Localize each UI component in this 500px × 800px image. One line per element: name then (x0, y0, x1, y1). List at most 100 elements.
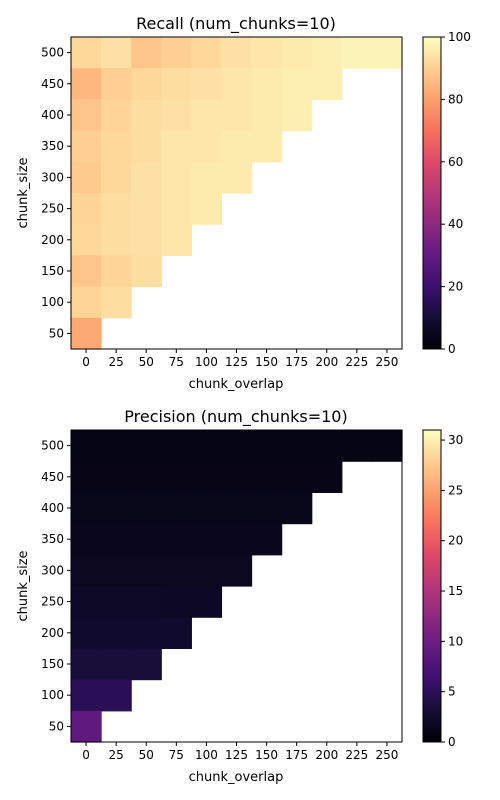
heatmap-cell (161, 617, 192, 649)
heatmap-cell (191, 37, 222, 69)
x-tick-label: 225 (345, 355, 368, 369)
y-axis-ticks: 500 450 400 350 300 250 200 150 100 50 (41, 439, 71, 734)
heatmap-cell (191, 430, 222, 462)
heatmap-cell (191, 162, 222, 194)
heatmap-cell (131, 99, 162, 131)
heatmap-cell (372, 37, 403, 69)
heatmap-cell (221, 430, 252, 462)
heatmap-cell (101, 430, 132, 462)
heatmap-cell (221, 555, 252, 587)
heatmap-cell (131, 555, 162, 587)
heatmap-cell (282, 68, 313, 100)
heatmap-cell (221, 524, 252, 556)
heatmap-cell (372, 430, 403, 462)
heatmap-cell (131, 492, 162, 524)
heatmap-cell (131, 617, 162, 649)
heatmap-cell (191, 193, 222, 225)
y-axis-label: chunk_size (16, 157, 31, 228)
heatmap-cell (161, 224, 192, 256)
heatmap-cell (191, 461, 222, 493)
heatmap-cell (221, 37, 252, 69)
colorbar-tick-label: 100 (448, 30, 471, 44)
heatmap-cell (282, 37, 313, 69)
heatmap-cell (191, 68, 222, 100)
heatmap-cell (71, 461, 102, 493)
heatmap-cell (101, 193, 132, 225)
y-tick-label: 350 (41, 139, 64, 153)
x-tick-label: 25 (108, 748, 123, 762)
colorbar-tick-label: 80 (448, 92, 463, 106)
y-tick-label: 250 (41, 202, 64, 216)
heatmap-cell (131, 193, 162, 225)
colorbar: 0 5 10 15 20 25 30 (423, 430, 463, 749)
heatmap-cell (191, 131, 222, 163)
heatmap-cell (71, 617, 102, 649)
colorbar-tick-label: 10 (448, 634, 463, 648)
heatmap-cell (101, 224, 132, 256)
x-tick-label: 75 (169, 748, 184, 762)
heatmap-cell (191, 586, 222, 618)
heatmap-cell (282, 461, 313, 493)
y-tick-label: 50 (49, 326, 64, 340)
heatmap-cell (101, 68, 132, 100)
heatmap-cell (71, 68, 102, 100)
heatmap-cell (71, 162, 102, 194)
y-tick-label: 50 (49, 719, 64, 733)
y-tick-label: 100 (41, 295, 64, 309)
y-tick-label: 400 (41, 108, 64, 122)
heatmap-cell (252, 131, 283, 163)
precision-chart: Precision (num_chunks=10) 0 25 50 75 100 125 1… (16, 407, 463, 785)
heatmap-cell (161, 68, 192, 100)
y-tick-label: 400 (41, 501, 64, 515)
x-tick-label: 25 (108, 355, 123, 369)
x-tick-label: 175 (285, 355, 308, 369)
heatmap-cell (71, 555, 102, 587)
y-tick-label: 200 (41, 626, 64, 640)
heatmap-cell (161, 131, 192, 163)
heatmap-cell (71, 680, 102, 712)
heatmap-cell (131, 648, 162, 680)
heatmap-cell (71, 711, 102, 743)
heatmap-cell (282, 99, 313, 131)
recall-chart: Recall (num_chunks=10) 0 25 50 75 100 125 150 1… (16, 14, 471, 392)
heatmap-cell (101, 461, 132, 493)
heatmap-cell (161, 586, 192, 618)
x-tick-label: 50 (139, 355, 154, 369)
heatmap-cell (71, 492, 102, 524)
heatmap-cell (161, 461, 192, 493)
y-tick-label: 150 (41, 264, 64, 278)
heatmap-cell (252, 430, 283, 462)
heatmap-cell (342, 37, 373, 69)
heatmap-cell (71, 131, 102, 163)
heatmap-cell (131, 430, 162, 462)
heatmap-cell (71, 287, 102, 319)
heatmap-cell (131, 255, 162, 287)
heatmap-cell (71, 255, 102, 287)
x-axis-ticks: 0 25 50 75 100 125 150 175 200 225 250 (82, 349, 398, 369)
x-tick-label: 0 (82, 355, 90, 369)
y-tick-label: 300 (41, 170, 64, 184)
heatmap-cell (161, 492, 192, 524)
colorbar-gradient (423, 430, 441, 742)
chart-title: Precision (num_chunks=10) (124, 407, 347, 427)
y-tick-label: 500 (41, 439, 64, 453)
colorbar-tick-label: 15 (448, 584, 463, 598)
heatmap-cell (101, 99, 132, 131)
y-tick-label: 150 (41, 657, 64, 671)
heatmap-cell (161, 555, 192, 587)
colorbar-tick-label: 30 (448, 433, 463, 447)
heatmap-cell (131, 224, 162, 256)
x-tick-label: 200 (315, 748, 338, 762)
heatmap-cell (252, 99, 283, 131)
heatmap-cell (252, 68, 283, 100)
colorbar-tick-label: 40 (448, 217, 463, 231)
heatmap-cell (221, 99, 252, 131)
x-tick-label: 50 (139, 748, 154, 762)
heatmap-cell (282, 492, 313, 524)
x-axis-label: chunk_overlap (189, 377, 284, 392)
heatmap-cell (252, 524, 283, 556)
heatmap-cell (71, 224, 102, 256)
y-tick-label: 500 (41, 46, 64, 60)
y-tick-label: 450 (41, 77, 64, 91)
